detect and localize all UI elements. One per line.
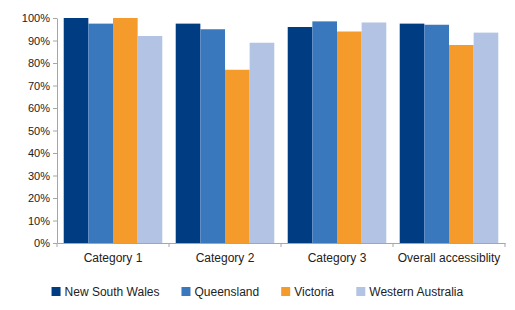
tick-label: 90% <box>28 35 50 47</box>
chart: 0% 10% 20% 30% 40% 50% 60% 70% 80% 90% 100% Categor… <box>0 0 515 310</box>
legend: New South Wales Queensland Victoria Western… <box>52 285 464 299</box>
bar <box>337 32 362 244</box>
tick: Overall accessiblity <box>398 243 501 265</box>
tick-mark <box>53 221 57 222</box>
legend-swatch <box>281 287 290 296</box>
separator <box>169 243 170 247</box>
tick: 70% <box>28 80 57 92</box>
tick-mark <box>53 41 57 42</box>
axis-line <box>57 19 58 244</box>
tick-label: 80% <box>28 57 50 69</box>
tick-label: Category 1 <box>84 251 143 265</box>
tick-label: Category 3 <box>308 251 367 265</box>
legend-item: Queensland <box>181 285 259 299</box>
tick-label: 10% <box>28 215 50 227</box>
plot: 0% 10% 20% 30% 40% 50% 60% 70% 80% 90% 100% Categor… <box>22 12 506 265</box>
tick: 0% <box>34 237 57 249</box>
tick-label: 60% <box>28 102 50 114</box>
legend-label: Western Australia <box>369 285 463 299</box>
tick-mark <box>53 86 57 87</box>
tick-label: Overall accessiblity <box>398 251 501 265</box>
tick-mark <box>53 198 57 199</box>
legend-swatch <box>52 287 61 296</box>
legend-swatch <box>181 287 190 296</box>
tick: 10% <box>28 215 57 227</box>
bar <box>64 18 89 243</box>
bar-series <box>88 21 449 243</box>
separators <box>57 243 505 247</box>
tick-label: 20% <box>28 192 50 204</box>
tick: Category 1 <box>84 243 143 265</box>
bar <box>113 18 138 243</box>
tick: 20% <box>28 192 57 204</box>
tick-mark <box>53 131 57 132</box>
separator <box>393 243 394 247</box>
tick-label: 70% <box>28 80 50 92</box>
separator <box>281 243 282 247</box>
tick: 60% <box>28 102 57 114</box>
bar <box>400 24 425 243</box>
x-axis: Category 1 Category 2 Category 3 Overall ac… <box>57 243 506 265</box>
tick-label: 40% <box>28 147 50 159</box>
tick: 80% <box>28 57 57 69</box>
tick: Category 3 <box>308 243 367 265</box>
legend-item: Victoria <box>281 285 334 299</box>
tick-mark <box>53 243 57 244</box>
tick-mark <box>53 63 57 64</box>
y-axis: 0% 10% 20% 30% 40% 50% 60% 70% 80% 90% 100% <box>22 12 58 249</box>
tick: 40% <box>28 147 57 159</box>
tick: 50% <box>28 125 57 137</box>
tick-label: 0% <box>34 237 50 249</box>
bar <box>225 70 250 243</box>
legend-label: Victoria <box>294 285 334 299</box>
bar <box>138 36 163 243</box>
tick-label: 100% <box>22 12 50 24</box>
tick-mark <box>53 18 57 19</box>
tick: 100% <box>22 12 57 24</box>
tick-mark <box>53 176 57 177</box>
tick: 30% <box>28 170 57 182</box>
bar <box>474 33 499 243</box>
bar <box>362 23 387 244</box>
bar-series <box>64 18 425 243</box>
bar <box>288 27 313 243</box>
legend-swatch <box>356 287 365 296</box>
legend-item: Western Australia <box>356 285 463 299</box>
legend-label: Queensland <box>194 285 259 299</box>
bar <box>424 25 449 243</box>
separator <box>57 243 58 247</box>
bar-series <box>138 23 499 244</box>
bar <box>449 45 474 243</box>
bar-series <box>113 18 474 243</box>
bars <box>64 18 499 243</box>
bar <box>250 43 275 243</box>
bar <box>200 29 225 243</box>
tick-mark <box>53 108 57 109</box>
bar <box>176 24 201 243</box>
tick-label: Category 2 <box>196 251 255 265</box>
legend-item: New South Wales <box>52 285 160 299</box>
separator <box>505 243 506 247</box>
legend-label: New South Wales <box>65 285 160 299</box>
tick-label: 50% <box>28 125 50 137</box>
tick: 90% <box>28 35 57 47</box>
tick-mark <box>53 153 57 154</box>
bar <box>88 24 113 243</box>
bar <box>312 21 337 243</box>
tick: Category 2 <box>196 243 255 265</box>
tick-label: 30% <box>28 170 50 182</box>
